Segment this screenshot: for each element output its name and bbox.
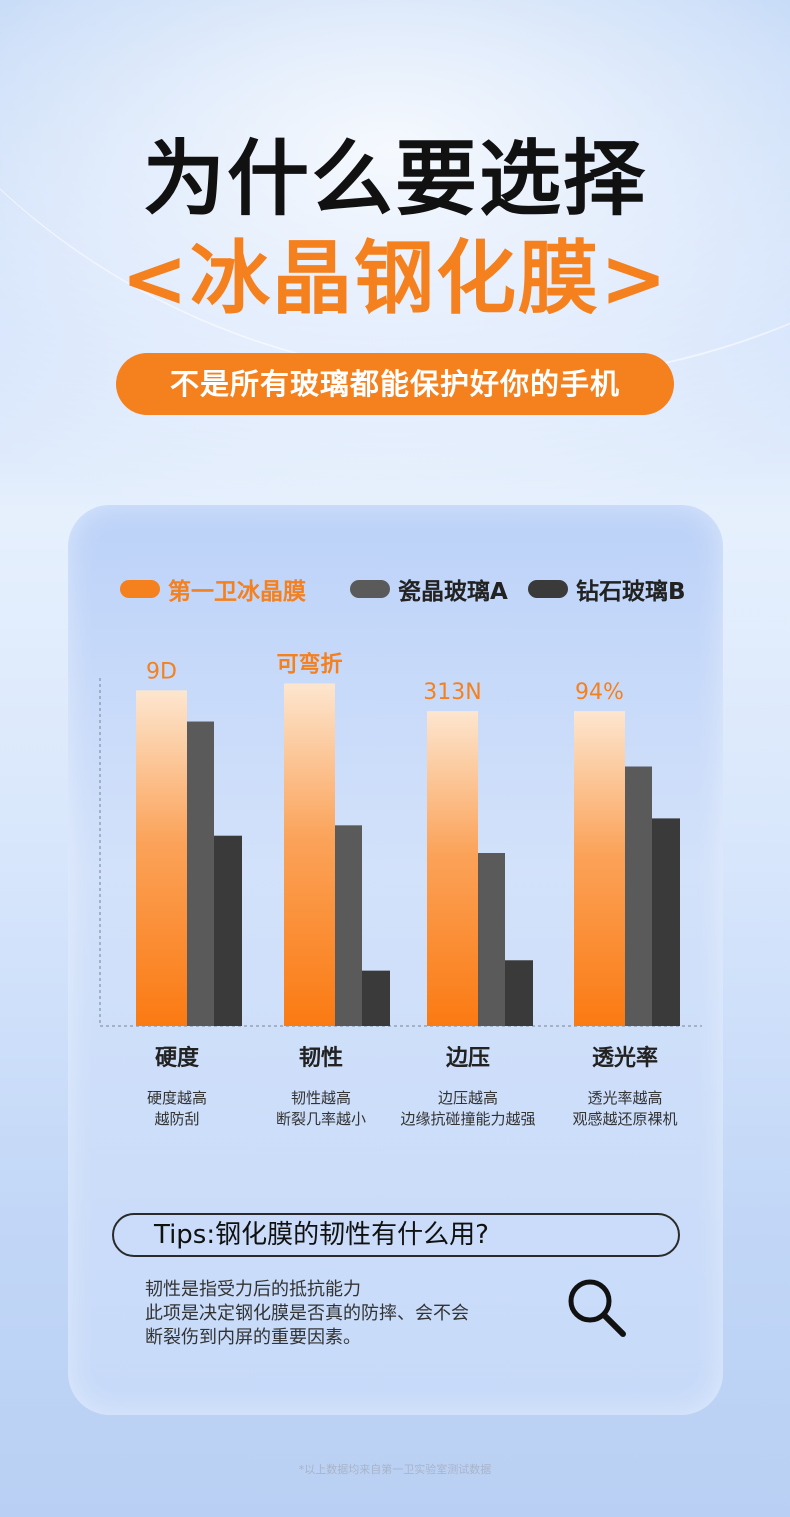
bar-3-1 — [214, 835, 242, 1026]
data-label-4: 94% — [575, 680, 624, 705]
category-label-edge-pressure: 边压 — [445, 1046, 490, 1071]
legend-label: 第一卫冰晶膜 — [168, 579, 306, 605]
data-label-3: 313N — [423, 680, 481, 705]
legend-item-3: 钻石玻璃B — [528, 575, 686, 605]
desc-line: 韧性越高 — [290, 1089, 351, 1107]
legend-item-1: 第一卫冰晶膜 — [120, 575, 306, 605]
footnote: *以上数据均来自第一卫实验室测试数据 — [298, 1463, 492, 1476]
legend-item-2: 瓷晶玻璃A — [350, 575, 508, 605]
desc-line: 边缘抗碰撞能力越强 — [400, 1110, 536, 1128]
legend-label: 瓷晶玻璃A — [398, 579, 508, 605]
category-desc-edge-pressure: 边压越高 边缘抗碰撞能力越强 — [373, 1088, 563, 1130]
category-label-hardness: 硬度 — [154, 1046, 199, 1071]
category-label-toughness: 韧性 — [298, 1046, 343, 1071]
bar-2-3 — [478, 853, 505, 1026]
category-label-transmittance: 透光率 — [591, 1046, 658, 1071]
legend-label: 钻石玻璃B — [576, 579, 686, 605]
bar-1-1 — [136, 690, 187, 1026]
product-title: <冰晶钢化膜> — [120, 232, 670, 325]
desc-line: 边压越高 — [437, 1089, 498, 1107]
desc-line: 断裂几率越小 — [275, 1110, 366, 1128]
bar-2-1 — [187, 721, 214, 1026]
legend-swatch — [120, 580, 160, 598]
search-icon — [568, 1279, 626, 1337]
bar-2-4 — [625, 766, 652, 1026]
bar-3-3 — [505, 960, 533, 1026]
desc-line: 硬度越高 — [146, 1089, 207, 1107]
data-label-1: 9D — [146, 659, 177, 684]
legend-swatch — [528, 580, 568, 598]
category-desc-toughness: 韧性越高 断裂几率越小 — [226, 1088, 416, 1130]
data-label-2: 可弯折 — [276, 651, 342, 677]
bar-3-4 — [652, 818, 680, 1026]
page-title: 为什么要选择 — [142, 132, 647, 227]
desc-line: 透光率越高 — [587, 1089, 663, 1107]
legend-swatch — [350, 580, 390, 598]
bar-1-4 — [574, 711, 625, 1026]
category-desc-transmittance: 透光率越高 观感越还原裸机 — [530, 1088, 720, 1130]
tips-line: 此项是决定钢化膜是否真的防摔、会不会 — [145, 1303, 469, 1324]
bar-3-2 — [362, 970, 390, 1026]
bar-chart: 9D 可弯折 313N 94% — [99, 651, 702, 1027]
category-desc-hardness: 硬度越高 越防刮 — [82, 1088, 272, 1130]
bar-2-2 — [335, 825, 362, 1026]
tips-line: 韧性是指受力后的抵抗能力 — [145, 1279, 361, 1300]
bar-1-2 — [284, 683, 335, 1026]
tagline-pill: 不是所有玻璃都能保护好你的手机 — [116, 353, 674, 415]
tips-line: 断裂伤到内屏的重要因素。 — [145, 1327, 361, 1348]
desc-line: 越防刮 — [154, 1110, 200, 1128]
desc-line: 观感越还原裸机 — [572, 1110, 678, 1128]
bar-1-3 — [427, 711, 478, 1026]
tips-heading: Tips:钢化膜的韧性有什么用? — [112, 1213, 680, 1257]
